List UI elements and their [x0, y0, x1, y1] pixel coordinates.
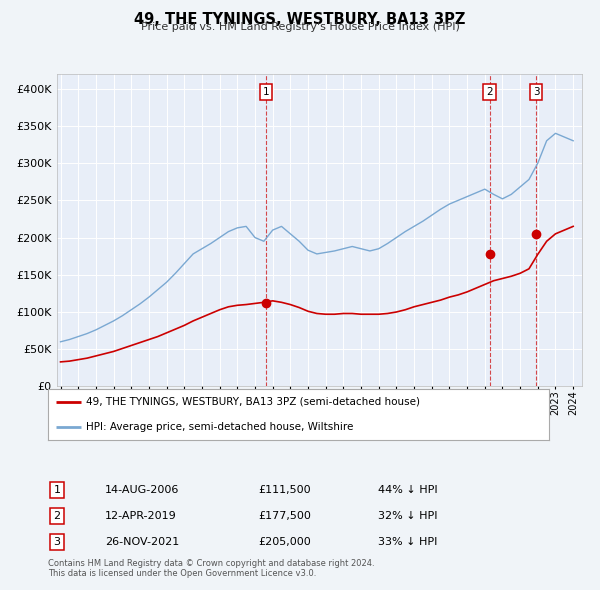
Text: 1: 1 — [263, 87, 269, 97]
Text: HPI: Average price, semi-detached house, Wiltshire: HPI: Average price, semi-detached house,… — [86, 422, 353, 432]
Text: £205,000: £205,000 — [258, 537, 311, 547]
Text: 3: 3 — [53, 537, 61, 547]
Text: 2: 2 — [487, 87, 493, 97]
Text: 33% ↓ HPI: 33% ↓ HPI — [378, 537, 437, 547]
Text: 1: 1 — [53, 485, 61, 495]
Text: Contains HM Land Registry data © Crown copyright and database right 2024.
This d: Contains HM Land Registry data © Crown c… — [48, 559, 374, 578]
Text: 3: 3 — [533, 87, 539, 97]
Text: £111,500: £111,500 — [258, 485, 311, 495]
Text: Price paid vs. HM Land Registry's House Price Index (HPI): Price paid vs. HM Land Registry's House … — [140, 22, 460, 32]
Text: 49, THE TYNINGS, WESTBURY, BA13 3PZ (semi-detached house): 49, THE TYNINGS, WESTBURY, BA13 3PZ (sem… — [86, 397, 419, 407]
Text: 14-AUG-2006: 14-AUG-2006 — [105, 485, 179, 495]
Text: 44% ↓ HPI: 44% ↓ HPI — [378, 485, 437, 495]
Text: £177,500: £177,500 — [258, 511, 311, 521]
Text: 2: 2 — [53, 511, 61, 521]
Text: 26-NOV-2021: 26-NOV-2021 — [105, 537, 179, 547]
Text: 12-APR-2019: 12-APR-2019 — [105, 511, 177, 521]
Text: 32% ↓ HPI: 32% ↓ HPI — [378, 511, 437, 521]
Text: 49, THE TYNINGS, WESTBURY, BA13 3PZ: 49, THE TYNINGS, WESTBURY, BA13 3PZ — [134, 12, 466, 27]
